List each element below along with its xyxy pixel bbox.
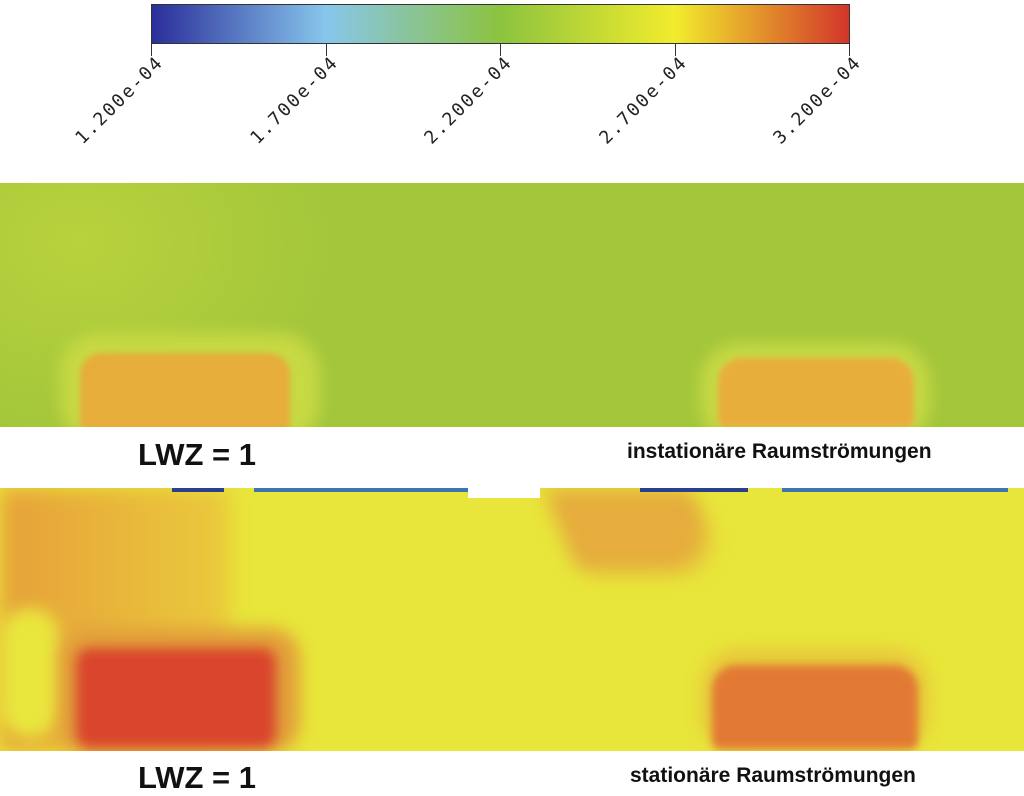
colorbar-tick	[675, 44, 676, 56]
case-label-unsteady: LWZ = 1	[138, 437, 256, 472]
colorbar-tick	[151, 44, 152, 56]
colorbar-tick-label: 1.200e-04	[71, 52, 168, 149]
case-label-steady: LWZ = 1	[138, 760, 256, 795]
contour-panel-steady	[0, 488, 1024, 751]
inlet-slot	[782, 488, 1008, 492]
colorbar-tick-label: 3.200e-04	[769, 52, 866, 149]
colorbar-scale	[151, 4, 850, 44]
colorbar-tick-label: 2.200e-04	[420, 52, 517, 149]
colorbar-tick-label: 1.700e-04	[246, 52, 343, 149]
inlet-slot	[640, 488, 748, 492]
inlet-slot	[254, 488, 468, 492]
colorbar-tick	[849, 44, 850, 56]
inlet-slot	[172, 488, 224, 492]
colorbar-tick-label: 2.700e-04	[595, 52, 692, 149]
colorbar-tick	[500, 44, 501, 56]
contour-panel-unsteady	[0, 183, 1024, 427]
colorbar-tick	[326, 44, 327, 56]
caption-steady: stationäre Raumströmungen	[630, 764, 916, 787]
caption-unsteady: instationäre Raumströmungen	[627, 440, 932, 463]
